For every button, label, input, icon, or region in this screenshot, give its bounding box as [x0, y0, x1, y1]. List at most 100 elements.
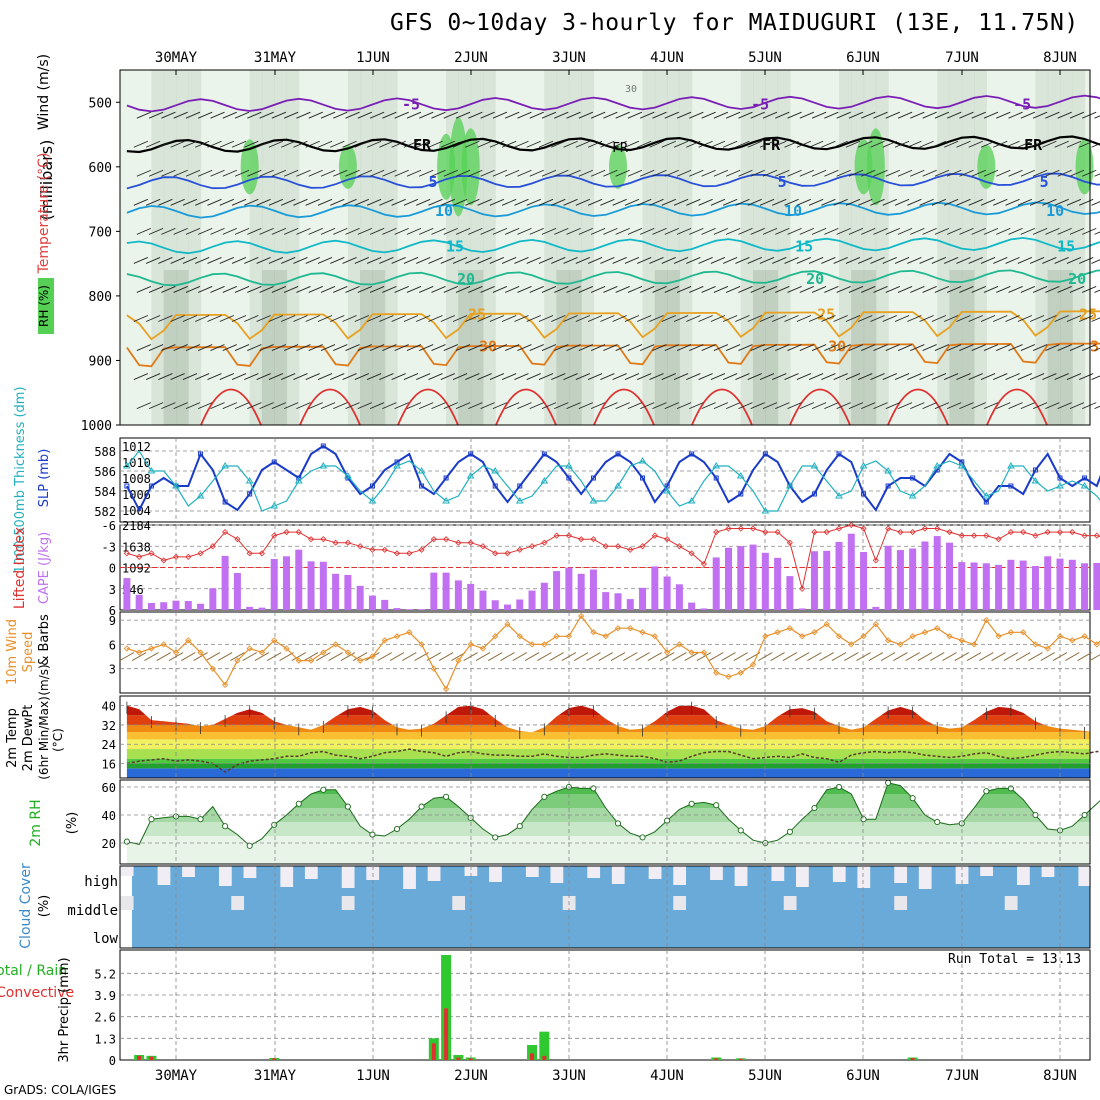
ua-wind-barb	[465, 256, 480, 264]
ua-wind-barb	[145, 140, 161, 148]
ua-wind-barb	[222, 286, 237, 293]
ua-wind-barb	[1094, 347, 1100, 351]
ua-wind-barb	[845, 373, 861, 381]
cape-bar	[123, 578, 131, 610]
rh-point	[418, 803, 425, 810]
ua-wind-barb	[563, 373, 578, 381]
ua-wind-barb	[379, 315, 394, 322]
ua-wind-barb	[624, 140, 640, 148]
ua-wind-barb	[198, 111, 213, 119]
ua-wind-barb	[858, 373, 873, 381]
ua-wind-barb	[538, 256, 554, 264]
ua-wind-barb	[1079, 256, 1094, 264]
ua-wind-barb	[1091, 317, 1100, 322]
ua-wind-barb	[452, 140, 468, 148]
ua-wind-barb	[406, 402, 422, 410]
ua-wind-barb	[133, 256, 149, 264]
wind-frame	[119, 611, 1091, 694]
ua-wind-barb	[590, 111, 606, 119]
ua-wind-barb	[517, 227, 532, 235]
ua-wind-barb	[333, 344, 348, 351]
li-point	[443, 536, 450, 543]
wind-barb	[1028, 652, 1043, 661]
ua-wind-barb	[894, 373, 910, 381]
ua-wind-barb	[538, 198, 554, 206]
ua-wind-barb	[799, 286, 815, 293]
wind-ylabel-1: 10m Wind	[5, 619, 20, 685]
ua-wind-barb	[431, 286, 446, 293]
ua-wind-barb	[293, 140, 308, 148]
isotherm-label-20: 20	[457, 270, 475, 288]
cape-bar	[233, 573, 241, 610]
ua-wind-barb	[1032, 402, 1048, 410]
ua-wind-barb	[1032, 286, 1048, 293]
ua-wind-barb	[477, 140, 492, 148]
rh-point	[295, 800, 302, 807]
wind-speed-point	[148, 645, 155, 652]
ua-wind-barb	[468, 286, 483, 293]
ua-wind-barb	[1082, 227, 1097, 235]
cloud-high-clear	[243, 866, 257, 878]
wind-speed-point	[946, 633, 953, 640]
top-date-label-31MAY: 31MAY	[254, 50, 297, 66]
ua-wind-barb	[870, 256, 885, 264]
ua-wind-barb	[922, 227, 937, 235]
wind-speed-point	[344, 649, 352, 656]
ua-wind-barb	[504, 111, 520, 119]
ua-wind-barb	[271, 111, 287, 119]
ua-wind-barb	[185, 111, 201, 119]
cloud-high-clear	[280, 866, 294, 887]
ua-wind-barb	[701, 227, 716, 235]
ua-wind-barb	[419, 402, 434, 410]
ua-ylabel-rh: RH (%)	[37, 285, 51, 327]
ua-wind-barb	[897, 286, 913, 293]
wind-barb	[377, 652, 392, 661]
ua-wind-barb	[244, 198, 259, 206]
li-point	[320, 536, 327, 543]
ua-wind-barb	[698, 256, 713, 264]
wind-barb	[205, 652, 221, 661]
ua-wind-barb	[195, 198, 210, 206]
wind-barb	[929, 652, 945, 661]
ua-wind-barb	[394, 402, 409, 410]
thickness-point	[982, 492, 991, 499]
ua-wind-barb	[922, 344, 937, 351]
ua-wind-barb	[897, 402, 913, 410]
thickness-tick-label: 588	[94, 445, 116, 459]
ua-wind-barb	[504, 169, 520, 177]
cloud-high-clear	[427, 866, 441, 881]
cape-bar	[786, 576, 794, 610]
ua-wind-barb	[501, 256, 517, 264]
ua-wind-barb	[366, 373, 382, 381]
wind-speed-point	[786, 625, 794, 632]
ua-wind-barb	[870, 315, 885, 322]
ua-wind-barb	[222, 111, 237, 119]
thickness-point	[1080, 482, 1089, 489]
ua-wind-barb	[283, 402, 299, 410]
li-point	[160, 557, 167, 564]
ua-wind-barb	[664, 169, 679, 177]
thickness-point	[491, 467, 500, 474]
ua-wind-barb	[772, 315, 787, 322]
wind-barb	[193, 652, 208, 661]
li-point	[676, 543, 683, 550]
wind-speed-point	[627, 625, 634, 632]
cloud-high-clear	[304, 866, 318, 879]
ua-wind-barb	[133, 315, 149, 322]
cape-bar	[884, 545, 892, 610]
ua-wind-barb	[615, 111, 630, 119]
top-date-label-4JUN: 4JUN	[650, 50, 684, 66]
ua-ylabel-unit: (millibars)	[37, 140, 56, 221]
ua-wind-barb	[1029, 256, 1045, 264]
ua-wind-barb	[858, 198, 873, 206]
ua-wind-barb	[956, 140, 971, 148]
ua-wind-barb	[1020, 286, 1036, 293]
ua-wind-barb	[345, 227, 360, 235]
ua-wind-barb	[554, 111, 569, 119]
ua-wind-barb	[1082, 111, 1097, 119]
thickness-ylabel: 1000-500mb Thickness (dm)	[13, 386, 28, 573]
ua-wind-barb	[1008, 169, 1023, 177]
li-point	[983, 532, 990, 539]
ua-wind-barb	[369, 227, 385, 235]
ua-wind-barb	[514, 256, 529, 264]
